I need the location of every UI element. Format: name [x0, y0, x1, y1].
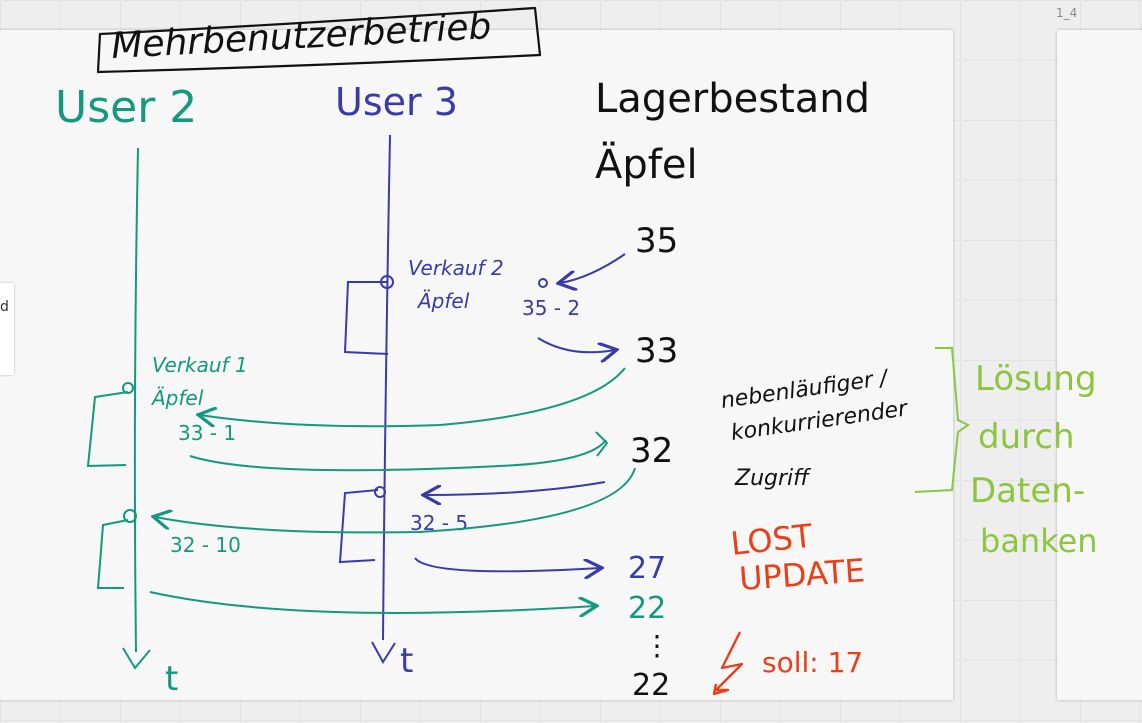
stock-heading-line1: Lagerbestand: [595, 76, 870, 122]
side-card[interactable]: d: [0, 283, 14, 375]
arrow-read-33: [200, 367, 626, 426]
user2-timeline: [133, 147, 139, 653]
side-card-text: d: [0, 299, 9, 315]
sale2-point: [380, 275, 394, 289]
stock-35: 35: [635, 221, 678, 261]
next-whiteboard-page[interactable]: [1057, 30, 1142, 700]
calc-33-1: 33 - 1: [178, 421, 236, 445]
stock-heading-line2: Äpfel: [595, 140, 698, 188]
sale4-bracket: [96, 519, 129, 589]
arrow-write-32: [189, 439, 607, 472]
calc-35-2: 35 - 2: [522, 296, 580, 320]
stock-32: 32: [630, 431, 673, 471]
sale2-bracket: [343, 281, 389, 355]
solution-bracket: [914, 347, 970, 493]
sale2-label-line1: Verkauf 2: [408, 256, 504, 280]
solution-line2: durch: [978, 417, 1075, 457]
arrow-read-32-user3: [425, 481, 606, 495]
stock-dots: ⋮: [643, 629, 671, 662]
calc-35-2-point: [538, 278, 548, 288]
user2-label: User 2: [55, 82, 197, 133]
solution-line1: Lösung: [975, 359, 1097, 399]
sale1-label-line1: Verkauf 1: [152, 353, 248, 377]
user3-time-label: t: [400, 641, 413, 681]
sale2-label-line2: Äpfel: [416, 289, 470, 313]
arrow-write-32-head: [595, 431, 609, 457]
stock-33: 33: [635, 331, 678, 371]
should-value: soll: 17: [762, 646, 863, 679]
sale4-point: [123, 509, 137, 523]
sale3-bracket: [338, 489, 379, 564]
user2-time-label: t: [165, 659, 178, 699]
arrow-write-33: [537, 337, 615, 352]
sale1-bracket: [86, 391, 129, 468]
arrow-read-32-user2: [155, 467, 636, 534]
solution-line4: banken: [980, 522, 1098, 560]
stock-22-final: 22: [632, 668, 670, 703]
arrow-write-27: [414, 557, 600, 571]
sale1-point: [122, 382, 134, 394]
user3-timeline-arrowhead: [371, 641, 396, 664]
lost-update-line2: UPDATE: [738, 551, 866, 598]
user3-label: User 3: [335, 80, 458, 124]
stock-22: 22: [628, 591, 666, 626]
solution-line3: Daten-: [970, 471, 1085, 511]
lost-update-line1: LOST: [729, 517, 815, 563]
title-box: [96, 6, 542, 74]
page-label: 1_4: [1056, 6, 1078, 20]
whiteboard-page: [0, 30, 953, 700]
stock-27: 27: [628, 551, 666, 586]
title-text: Mehrbenutzerbetrieb: [110, 6, 492, 67]
sale3-point: [374, 486, 386, 498]
sale1-label-line2: Äpfel: [150, 386, 204, 410]
arrow-write-22: [149, 591, 595, 613]
concurrent-note-line3: Zugriff: [734, 466, 811, 491]
calc-32-10: 32 - 10: [170, 533, 241, 557]
user3-timeline: [382, 134, 391, 641]
user2-timeline-arrowhead: [122, 647, 151, 670]
arrow-read-35: [560, 253, 626, 283]
lightning-icon: [712, 631, 744, 696]
